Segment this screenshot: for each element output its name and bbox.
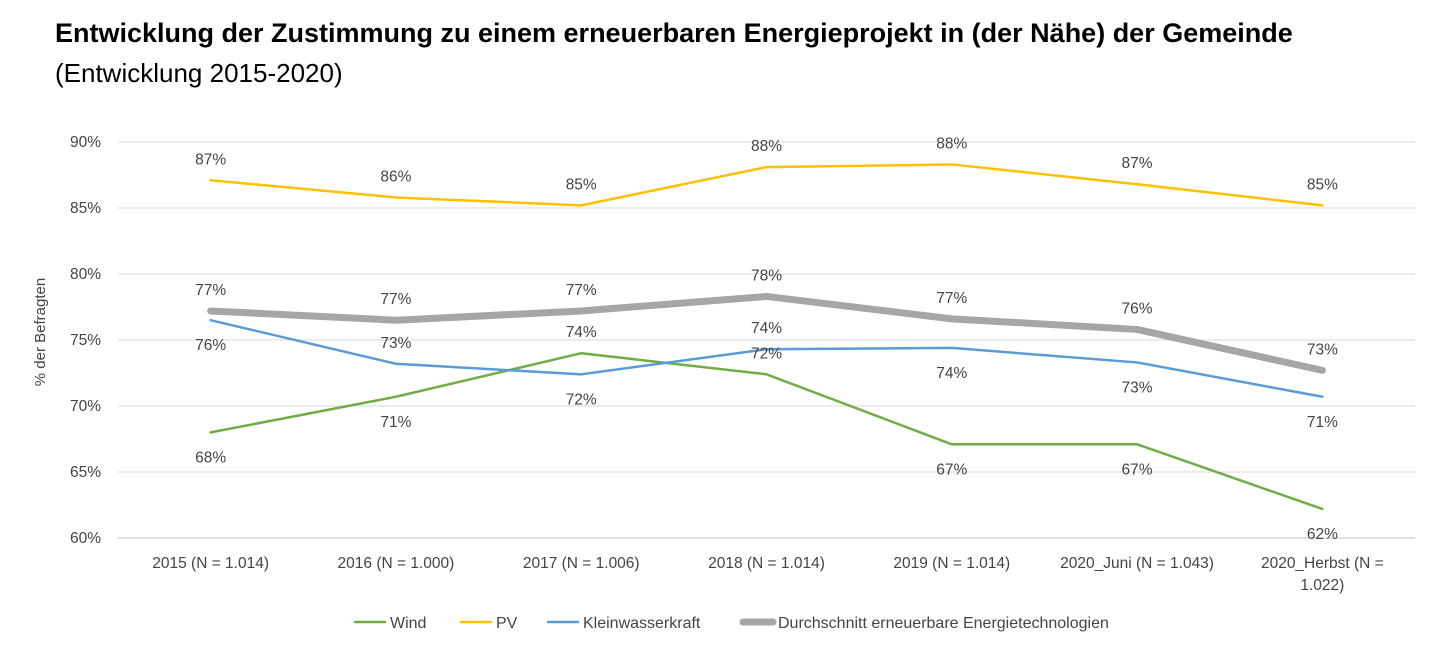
data-label: 73% [1122,379,1153,396]
gridlines [118,141,1415,539]
y-axis-ticks: 60% 65% 70% 75% 80% 85% 90% [70,134,101,547]
x-tick-label-line: 2020_Herbst (N = [1261,555,1384,572]
data-label: 77% [936,290,967,307]
y-axis-label: % der Befragten [32,278,49,386]
x-tick-label-line: 2017 (N = 1.006) [523,555,640,572]
data-label: 87% [1122,155,1153,172]
x-tick-label: 2020_Juni (N = 1.043) [1060,555,1214,572]
data-label: 76% [1122,300,1153,317]
data-label: 78% [751,267,782,284]
series-line-kleinwasserkraft [209,318,1324,399]
data-label: 74% [566,324,597,341]
data-label: 77% [380,291,411,308]
legend: Wind PV Kleinwasserkraft Durchschnitt erneu… [353,615,1109,632]
data-label: 72% [751,345,782,362]
x-tick-label: 2019 (N = 1.014) [893,555,1010,572]
data-label: 74% [751,320,782,337]
data-label: 68% [195,449,226,466]
x-tick-label-line: 1.022) [1300,577,1344,594]
y-tick-label: 75% [70,332,101,349]
data-label: 88% [751,138,782,155]
series-lines [207,163,1326,511]
x-tick-label: 2017 (N = 1.006) [523,555,640,572]
data-label: 71% [1307,414,1338,431]
series-line-wind [209,351,1324,511]
series-line-average [207,292,1326,374]
x-tick-label-line: 2015 (N = 1.014) [152,555,269,572]
y-tick-label: 80% [70,266,101,283]
x-tick-label: 2018 (N = 1.014) [708,555,825,572]
data-label: 67% [936,461,967,478]
y-tick-label: 65% [70,464,101,481]
data-label: 73% [1307,341,1338,358]
y-tick-label: 90% [70,134,101,151]
y-tick-label: 60% [70,530,101,547]
data-label: 74% [936,365,967,382]
data-label: 85% [566,176,597,193]
legend-label: Kleinwasserkraft [583,615,701,632]
chart-subtitle: (Entwicklung 2015-2020) [55,58,343,88]
data-label: 88% [936,135,967,152]
data-label: 67% [1122,461,1153,478]
x-axis-ticks: 2015 (N = 1.014) 2016 (N = 1.000) 2017 (N … [152,555,1383,594]
legend-label: Wind [390,615,426,632]
data-label: 72% [566,391,597,408]
x-tick-label-line: 2020_Juni (N = 1.043) [1060,555,1214,572]
data-label: 77% [566,282,597,299]
legend-label: Durchschnitt erneuerbare Energietechnolo… [778,615,1109,632]
data-label: 62% [1307,526,1338,543]
data-labels: 68% 71% 74% 72% 67% 67% 62% 87% 86% 85% 88% 88% 87% 8… [195,135,1338,543]
x-tick-label: 2020_Herbst (N = 1.022) [1261,555,1384,594]
x-tick-label: 2016 (N = 1.000) [338,555,455,572]
data-label: 77% [195,282,226,299]
y-tick-label: 85% [70,200,101,217]
data-label: 85% [1307,176,1338,193]
x-tick-label-line: 2018 (N = 1.014) [708,555,825,572]
x-tick-label-line: 2016 (N = 1.000) [338,555,455,572]
data-label: 76% [195,337,226,354]
data-label: 73% [380,335,411,352]
legend-label: PV [496,615,518,632]
y-tick-label: 70% [70,398,101,415]
x-tick-label: 2015 (N = 1.014) [152,555,269,572]
x-tick-label-line: 2019 (N = 1.014) [893,555,1010,572]
chart-title: Entwicklung der Zustimmung zu einem erne… [55,18,1293,48]
data-label: 87% [195,151,226,168]
data-label: 71% [380,414,411,431]
data-label: 86% [380,168,411,185]
series-line-pv [209,163,1324,207]
